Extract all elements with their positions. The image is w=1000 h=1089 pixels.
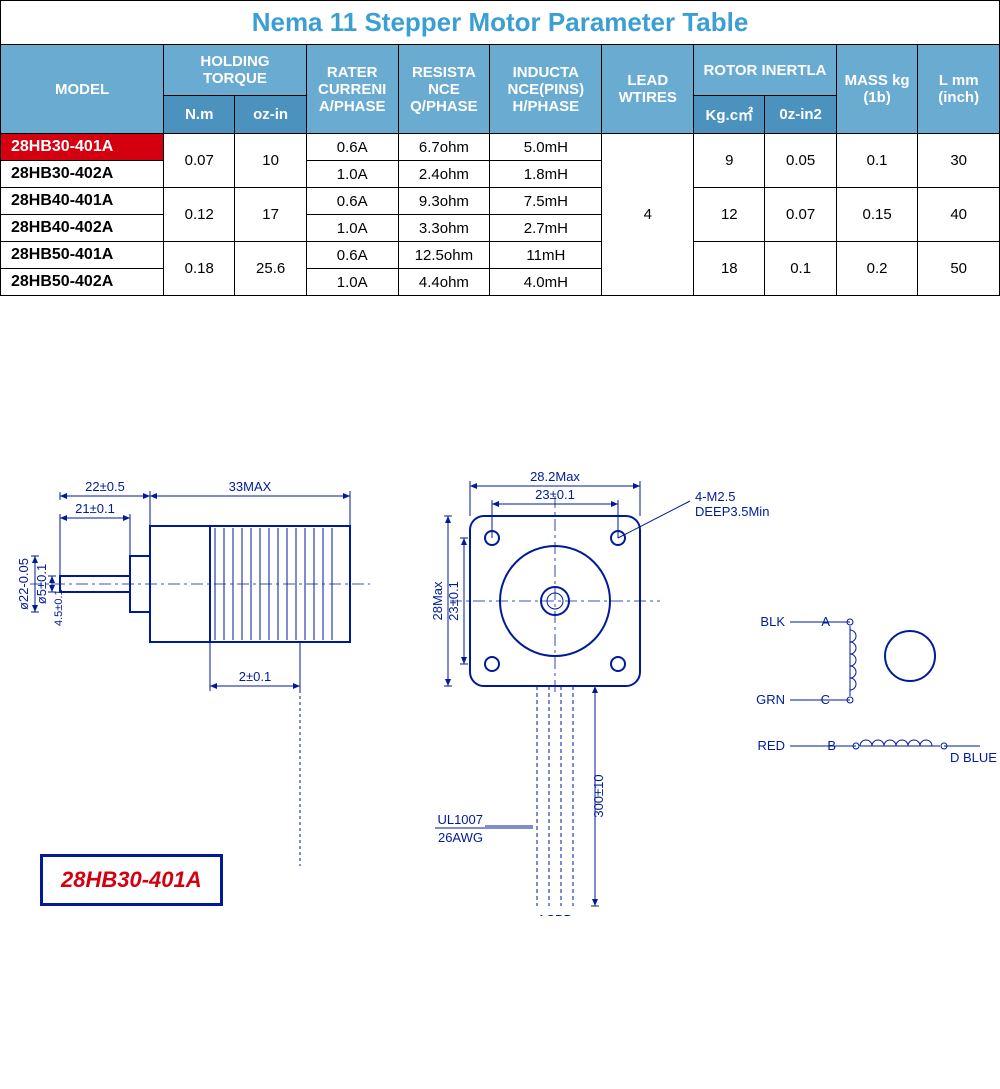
- parameter-table: MODELHOLDING TORQUERATER CURRENI A/PHASE…: [0, 44, 1000, 296]
- svg-text:ø22-0.05: ø22-0.05: [16, 558, 31, 610]
- table-cell: 0.12: [164, 188, 235, 242]
- table-cell: 40: [918, 188, 1000, 242]
- table-cell: 0.05: [765, 134, 836, 188]
- table-cell: 0.07: [164, 134, 235, 188]
- table-cell: 12: [694, 188, 765, 242]
- column-header: Kg.c㎡: [694, 96, 765, 134]
- table-cell: 7.5mH: [490, 188, 602, 215]
- column-header: HOLDING TORQUE: [164, 45, 307, 96]
- table-cell: 17: [235, 188, 306, 242]
- table-cell: 1.8mH: [490, 161, 602, 188]
- table-cell: 28HB30-401A: [1, 134, 164, 161]
- svg-text:28Max: 28Max: [430, 581, 445, 621]
- column-header: MODEL: [1, 45, 164, 134]
- table-row: 28HB50-401A0.1825.60.6A12.5ohm11mH180.10…: [1, 242, 1000, 269]
- table-cell: 1.0A: [306, 269, 398, 296]
- table-cell: 0.6A: [306, 134, 398, 161]
- table-cell: 4.4ohm: [398, 269, 490, 296]
- svg-text:DEEP3.5Min: DEEP3.5Min: [695, 504, 769, 519]
- table-cell: 28HB40-401A: [1, 188, 164, 215]
- svg-text:23±0.1: 23±0.1: [535, 487, 575, 502]
- svg-text:BLK: BLK: [760, 614, 785, 629]
- svg-text:28.2Max: 28.2Max: [530, 469, 580, 484]
- table-cell: 0.1: [765, 242, 836, 296]
- table-cell: 25.6: [235, 242, 306, 296]
- table-cell: 6.7ohm: [398, 134, 490, 161]
- svg-text:RED: RED: [758, 738, 785, 753]
- table-cell: 5.0mH: [490, 134, 602, 161]
- svg-text:26AWG: 26AWG: [438, 830, 483, 845]
- svg-text:A: A: [821, 614, 830, 629]
- table-cell: 0.18: [164, 242, 235, 296]
- column-header: INDUCTA NCE(PINS) H/PHASE: [490, 45, 602, 134]
- column-header: 0z-in2: [765, 96, 836, 134]
- table-cell: 3.3ohm: [398, 215, 490, 242]
- table-cell: 30: [918, 134, 1000, 188]
- table-cell: 9: [694, 134, 765, 188]
- svg-text:23±0.1: 23±0.1: [446, 581, 461, 621]
- svg-text:2±0.1: 2±0.1: [239, 669, 271, 684]
- table-cell: 2.4ohm: [398, 161, 490, 188]
- table-cell: 0.15: [836, 188, 918, 242]
- table-cell: 12.5ohm: [398, 242, 490, 269]
- table-cell: 28HB30-402A: [1, 161, 164, 188]
- svg-text:21±0.1: 21±0.1: [75, 501, 115, 516]
- column-header: N.m: [164, 96, 235, 134]
- svg-text:4.5±0.1: 4.5±0.1: [53, 589, 65, 626]
- table-cell: 9.3ohm: [398, 188, 490, 215]
- part-number-label: 28HB30-401A: [40, 854, 223, 906]
- svg-text:300±10: 300±10: [591, 774, 606, 817]
- table-cell: 11mH: [490, 242, 602, 269]
- table-cell: 0.6A: [306, 242, 398, 269]
- column-header: oz-in: [235, 96, 306, 134]
- table-cell: 18: [694, 242, 765, 296]
- table-cell: 1.0A: [306, 215, 398, 242]
- column-header: MASS kg (1b): [836, 45, 918, 134]
- table-row: 28HB30-401A0.07100.6A6.7ohm5.0mH490.050.…: [1, 134, 1000, 161]
- technical-drawing: 22±0.5 33MAX 21±0.1 2±0.1 ø22-0.05ø5±0.1 4.5±…: [0, 376, 1000, 946]
- svg-text:ø5±0.1: ø5±0.1: [34, 564, 49, 604]
- table-cell: 28HB40-402A: [1, 215, 164, 242]
- svg-text:C: C: [821, 692, 830, 707]
- table-cell: 28HB50-402A: [1, 269, 164, 296]
- svg-text:D BLUE: D BLUE: [950, 750, 997, 765]
- table-cell: 10: [235, 134, 306, 188]
- table-cell: 4: [602, 134, 694, 296]
- svg-text:33MAX: 33MAX: [229, 479, 272, 494]
- table-cell: 0.2: [836, 242, 918, 296]
- page-title: Nema 11 Stepper Motor Parameter Table: [0, 0, 1000, 44]
- table-row: 28HB40-401A0.12170.6A9.3ohm7.5mH120.070.…: [1, 188, 1000, 215]
- column-header: L mm (inch): [918, 45, 1000, 134]
- table-cell: 0.07: [765, 188, 836, 242]
- table-cell: 28HB50-401A: [1, 242, 164, 269]
- svg-text:GRN: GRN: [756, 692, 785, 707]
- svg-text:UL1007: UL1007: [437, 812, 483, 827]
- svg-text:B: B: [827, 738, 836, 753]
- column-header: RATER CURRENI A/PHASE: [306, 45, 398, 134]
- svg-text:22±0.5: 22±0.5: [85, 479, 125, 494]
- column-header: ROTOR INERTLA: [694, 45, 837, 96]
- column-header: RESISTA NCE Q/PHASE: [398, 45, 490, 134]
- svg-text:4-M2.5: 4-M2.5: [695, 489, 735, 504]
- table-cell: 0.1: [836, 134, 918, 188]
- table-cell: 4.0mH: [490, 269, 602, 296]
- column-header: LEAD WTIRES: [602, 45, 694, 134]
- table-cell: 1.0A: [306, 161, 398, 188]
- table-cell: 50: [918, 242, 1000, 296]
- table-cell: 2.7mH: [490, 215, 602, 242]
- svg-text:ACBD: ACBD: [537, 912, 573, 916]
- table-cell: 0.6A: [306, 188, 398, 215]
